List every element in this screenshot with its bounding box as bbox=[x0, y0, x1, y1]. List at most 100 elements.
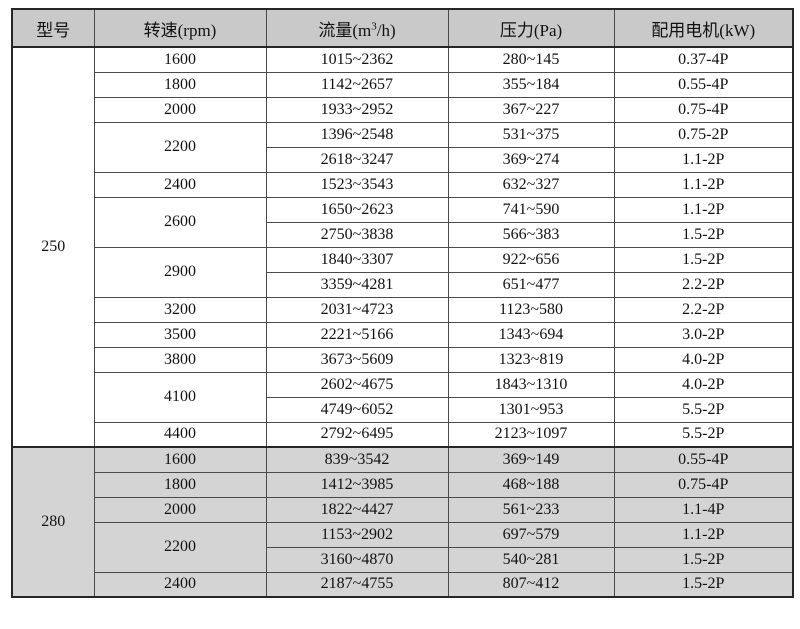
flow-cell: 1153~2902 bbox=[265, 521, 449, 548]
speed-cell: 2000 bbox=[93, 496, 267, 523]
table-row: 3359~4281 651~477 2.2-2P bbox=[12, 271, 794, 298]
motor-cell: 1.5-2P bbox=[613, 546, 794, 573]
speed-cell: 1800 bbox=[93, 471, 267, 498]
col-header-speed: 转速(rpm) bbox=[93, 8, 267, 48]
motor-cell: 1.1-2P bbox=[613, 521, 794, 548]
col-header-motor: 配用电机(kW) bbox=[613, 8, 794, 48]
motor-cell: 1.1-2P bbox=[613, 146, 794, 173]
col-header-pressure: 压力(Pa) bbox=[447, 8, 615, 48]
pressure-cell: 2123~1097 bbox=[447, 421, 615, 448]
flow-cell: 1650~2623 bbox=[265, 196, 449, 223]
pressure-cell: 561~233 bbox=[447, 496, 615, 523]
flow-cell: 2602~4675 bbox=[265, 371, 449, 398]
flow-cell: 1142~2657 bbox=[265, 71, 449, 98]
col-header-flow: 流量(m3/h) bbox=[265, 8, 449, 48]
pressure-cell: 741~590 bbox=[447, 196, 615, 223]
pressure-cell: 355~184 bbox=[447, 71, 615, 98]
pressure-cell: 1343~694 bbox=[447, 321, 615, 348]
flow-header-prefix: 流量(m bbox=[318, 20, 372, 40]
table-row: 3800 3673~5609 1323~819 4.0-2P bbox=[12, 346, 794, 373]
col-header-model: 型号 bbox=[11, 8, 95, 48]
table-row: 4100 2602~4675 1843~1310 4.0-2P bbox=[12, 371, 794, 423]
flow-cell: 2792~6495 bbox=[265, 421, 449, 448]
motor-cell: 2.2-2P bbox=[613, 271, 794, 298]
table-row: 280 1600 839~3542 369~149 0.55-4P bbox=[11, 446, 794, 598]
motor-cell: 1.1-2P bbox=[613, 171, 794, 198]
pressure-cell: 280~145 bbox=[447, 46, 615, 73]
flow-cell: 2031~4723 bbox=[265, 296, 449, 323]
speed-cell: 3200 bbox=[93, 296, 267, 323]
speed-cell: 2000 bbox=[93, 96, 267, 123]
motor-cell: 2.2-2P bbox=[613, 296, 794, 323]
header-row: 型号 转速(rpm) 流量(m3/h) 压力(Pa) 配用电机(kW) bbox=[11, 8, 794, 48]
pressure-cell: 531~375 bbox=[447, 121, 615, 148]
pressure-cell: 1123~580 bbox=[447, 296, 615, 323]
table-row: 2000 1822~4427 561~233 1.1-4P bbox=[12, 496, 794, 523]
pressure-cell: 632~327 bbox=[447, 171, 615, 198]
fan-spec-table: 型号 转速(rpm) 流量(m3/h) 压力(Pa) 配用电机(kW) 250 1… bbox=[11, 8, 794, 598]
flow-cell: 2187~4755 bbox=[265, 571, 449, 598]
motor-cell: 4.0-2P bbox=[613, 371, 794, 398]
motor-cell: 0.55-4P bbox=[613, 71, 794, 98]
speed-cell: 2900 bbox=[93, 246, 267, 298]
speed-cell: 2400 bbox=[93, 571, 267, 598]
motor-cell: 1.1-4P bbox=[613, 496, 794, 523]
flow-cell: 1396~2548 bbox=[265, 121, 449, 148]
table-row: 250 1600 1015~2362 280~145 0.37-4P bbox=[11, 46, 794, 448]
pressure-cell: 468~188 bbox=[447, 471, 615, 498]
table-row: 3200 2031~4723 1123~580 2.2-2P bbox=[12, 296, 794, 323]
motor-cell: 0.75-4P bbox=[613, 471, 794, 498]
pressure-cell: 369~149 bbox=[447, 446, 615, 473]
table-row: 3500 2221~5166 1343~694 3.0-2P bbox=[12, 321, 794, 348]
speed-cell: 4400 bbox=[93, 421, 267, 448]
table-row: 2600 1650~2623 741~590 1.1-2P bbox=[12, 196, 794, 248]
speed-cell: 2200 bbox=[93, 121, 267, 173]
speed-cell: 3800 bbox=[93, 346, 267, 373]
motor-cell: 4.0-2P bbox=[613, 346, 794, 373]
speed-cell: 1600 bbox=[93, 446, 267, 473]
flow-cell: 3160~4870 bbox=[265, 546, 449, 573]
model-cell: 280 bbox=[11, 446, 95, 598]
flow-cell: 1015~2362 bbox=[265, 46, 449, 73]
pressure-cell: 369~274 bbox=[447, 146, 615, 173]
pressure-cell: 651~477 bbox=[447, 271, 615, 298]
flow-header-superscript: 3 bbox=[371, 19, 377, 32]
table-row: 2000 1933~2952 367~227 0.75-4P bbox=[12, 96, 794, 123]
motor-cell: 0.37-4P bbox=[613, 46, 794, 73]
flow-cell: 2221~5166 bbox=[265, 321, 449, 348]
flow-cell: 1840~3307 bbox=[265, 246, 449, 273]
flow-cell: 4749~6052 bbox=[265, 396, 449, 423]
table-row: 2400 1523~3543 632~327 1.1-2P bbox=[12, 171, 794, 198]
flow-cell: 2618~3247 bbox=[265, 146, 449, 173]
pressure-cell: 697~579 bbox=[447, 521, 615, 548]
motor-cell: 0.55-4P bbox=[613, 446, 794, 473]
flow-cell: 1412~3985 bbox=[265, 471, 449, 498]
pressure-cell: 1323~819 bbox=[447, 346, 615, 373]
table-row: 2750~3838 566~383 1.5-2P bbox=[12, 221, 794, 248]
flow-cell: 2750~3838 bbox=[265, 221, 449, 248]
speed-cell: 2600 bbox=[93, 196, 267, 248]
flow-cell: 839~3542 bbox=[265, 446, 449, 473]
flow-header-suffix: /h) bbox=[376, 20, 396, 40]
pressure-cell: 566~383 bbox=[447, 221, 615, 248]
motor-cell: 1.1-2P bbox=[613, 196, 794, 223]
speed-cell: 1800 bbox=[93, 71, 267, 98]
speed-cell: 2400 bbox=[93, 171, 267, 198]
motor-cell: 3.0-2P bbox=[613, 321, 794, 348]
motor-cell: 1.5-2P bbox=[613, 246, 794, 273]
speed-cell: 4100 bbox=[93, 371, 267, 423]
flow-cell: 1933~2952 bbox=[265, 96, 449, 123]
table-row: 2200 1153~2902 697~579 1.1-2P bbox=[12, 521, 794, 573]
speed-cell: 2200 bbox=[93, 521, 267, 573]
motor-cell: 1.5-2P bbox=[613, 571, 794, 598]
motor-cell: 0.75-4P bbox=[613, 96, 794, 123]
pressure-cell: 922~656 bbox=[447, 246, 615, 273]
pressure-cell: 1843~1310 bbox=[447, 371, 615, 398]
table-row: 3160~4870 540~281 1.5-2P bbox=[12, 546, 794, 573]
pressure-cell: 1301~953 bbox=[447, 396, 615, 423]
table-row: 2618~3247 369~274 1.1-2P bbox=[12, 146, 794, 173]
flow-cell: 1822~4427 bbox=[265, 496, 449, 523]
pressure-cell: 807~412 bbox=[447, 571, 615, 598]
table-row: 2400 2187~4755 807~412 1.5-2P bbox=[12, 571, 794, 598]
